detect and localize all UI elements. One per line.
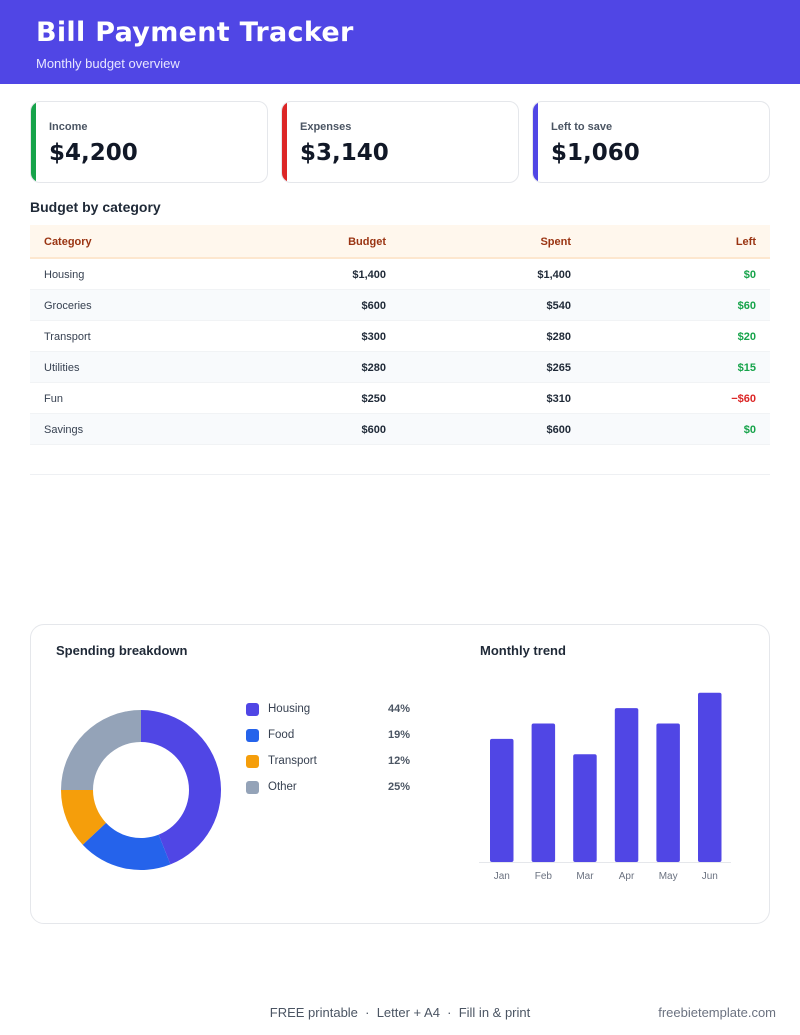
legend-percent: 19% xyxy=(387,729,410,741)
budget-section-title: Budget by category xyxy=(30,199,161,215)
spent-cell[interactable]: $540 xyxy=(546,300,571,312)
budget-cell[interactable]: $600 xyxy=(361,424,386,436)
legend-percent: 25% xyxy=(387,781,410,793)
legend-percent: 12% xyxy=(387,755,410,767)
category-cell[interactable]: Savings xyxy=(44,424,84,436)
income-accent-bar xyxy=(31,102,36,182)
page-title: Bill Payment Tracker xyxy=(36,17,354,48)
legend-item-transport: Transport 12% xyxy=(246,753,416,779)
spent-cell[interactable]: $265 xyxy=(546,362,571,374)
column-header-spent: Spent xyxy=(540,236,571,248)
expenses-label: Expenses xyxy=(300,121,352,133)
monthly-trend-chart: Jan Feb Mar Apr May Jun xyxy=(479,692,731,882)
donut-slice-transport xyxy=(61,790,107,845)
savings-card: Left to save $1,060 xyxy=(532,101,770,183)
expenses-accent-bar xyxy=(282,102,287,182)
table-row: Housing $1,400 $1,400 $0 xyxy=(30,259,770,290)
budget-cell[interactable]: $280 xyxy=(361,362,386,374)
x-tick-label: Jun xyxy=(702,871,718,882)
x-tick-label: Jan xyxy=(494,871,510,882)
savings-label: Left to save xyxy=(551,121,613,133)
footer-note: FREE printable · Letter + A4 · Fill in &… xyxy=(269,1005,531,1020)
spent-cell[interactable]: $600 xyxy=(546,424,571,436)
column-header-category: Category xyxy=(44,236,92,248)
category-cell[interactable]: Fun xyxy=(44,393,63,405)
table-row: Groceries $600 $540 $60 xyxy=(30,290,770,321)
budget-cell[interactable]: $1,400 xyxy=(352,269,386,281)
legend-label: Housing xyxy=(268,703,311,715)
legend-item-other: Other 25% xyxy=(246,779,416,805)
bar-may xyxy=(656,723,680,862)
left-cell: $0 xyxy=(743,424,756,436)
charts-panel: Spending breakdown Housing 44% Food 19% … xyxy=(30,624,770,924)
bar-jan xyxy=(490,738,514,862)
left-cell: $0 xyxy=(743,269,756,281)
table-body: Housing $1,400 $1,400 $0 Groceries $600 … xyxy=(30,259,770,445)
spent-cell[interactable]: $1,400 xyxy=(537,269,571,281)
bar-feb xyxy=(531,723,556,862)
spending-breakdown-title: Spending breakdown xyxy=(56,643,188,658)
legend-label: Other xyxy=(268,781,297,793)
left-cell: $20 xyxy=(737,331,756,343)
legend-swatch xyxy=(246,703,259,716)
x-tick-label: Feb xyxy=(535,871,553,882)
category-cell[interactable]: Housing xyxy=(44,269,85,281)
table-row: Transport $300 $280 $20 xyxy=(30,321,770,352)
budget-cell[interactable]: $300 xyxy=(361,331,386,343)
legend-swatch xyxy=(246,729,259,742)
left-cell: −$60 xyxy=(731,393,756,405)
legend-label: Transport xyxy=(268,755,317,767)
budget-cell[interactable]: $250 xyxy=(361,393,386,405)
savings-value[interactable]: $1,060 xyxy=(551,140,640,166)
spending-legend: Housing 44% Food 19% Transport 12% Other… xyxy=(246,701,416,805)
legend-item-housing: Housing 44% xyxy=(246,701,416,727)
legend-swatch xyxy=(246,781,259,794)
spent-cell[interactable]: $280 xyxy=(546,331,571,343)
donut-slice-other xyxy=(61,710,141,790)
monthly-trend-title: Monthly trend xyxy=(480,643,566,658)
category-cell[interactable]: Groceries xyxy=(44,300,92,312)
spent-cell[interactable]: $310 xyxy=(546,393,571,405)
legend-percent: 44% xyxy=(387,703,410,715)
left-cell: $15 xyxy=(737,362,756,374)
income-label: Income xyxy=(49,121,88,133)
spending-donut-chart xyxy=(61,710,222,870)
x-tick-label: Apr xyxy=(619,871,635,882)
x-tick-label: Mar xyxy=(576,871,594,882)
savings-accent-bar xyxy=(533,102,538,182)
budget-cell[interactable]: $600 xyxy=(361,300,386,312)
header-banner: Bill Payment Tracker Monthly budget over… xyxy=(0,0,800,84)
left-cell: $60 xyxy=(737,300,756,312)
budget-table: Category Budget Spent Left Housing $1,40… xyxy=(30,225,770,445)
donut-slice-food xyxy=(82,822,171,870)
income-value[interactable]: $4,200 xyxy=(49,140,138,166)
bar-jun xyxy=(698,692,722,862)
donut-slice-housing xyxy=(141,710,222,865)
table-row: Savings $600 $600 $0 xyxy=(30,414,770,445)
expenses-value[interactable]: $3,140 xyxy=(300,140,389,166)
table-row: Utilities $280 $265 $15 xyxy=(30,352,770,383)
x-tick-label: May xyxy=(659,871,678,882)
income-card: Income $4,200 xyxy=(30,101,268,183)
page-subtitle: Monthly budget overview xyxy=(36,56,180,71)
category-cell[interactable]: Utilities xyxy=(44,362,80,374)
legend-item-food: Food 19% xyxy=(246,727,416,753)
column-header-budget: Budget xyxy=(348,236,386,248)
table-row: Fun $250 $310 −$60 xyxy=(30,383,770,414)
legend-swatch xyxy=(246,755,259,768)
legend-label: Food xyxy=(268,729,295,741)
table-divider xyxy=(30,474,770,475)
bar-mar xyxy=(573,754,597,862)
column-header-left: Left xyxy=(735,236,756,248)
footer-website[interactable]: freebietemplate.com xyxy=(658,1005,776,1020)
category-cell[interactable]: Transport xyxy=(44,331,91,343)
expenses-card: Expenses $3,140 xyxy=(281,101,519,183)
bar-apr xyxy=(614,708,639,862)
table-header: Category Budget Spent Left xyxy=(30,225,770,259)
